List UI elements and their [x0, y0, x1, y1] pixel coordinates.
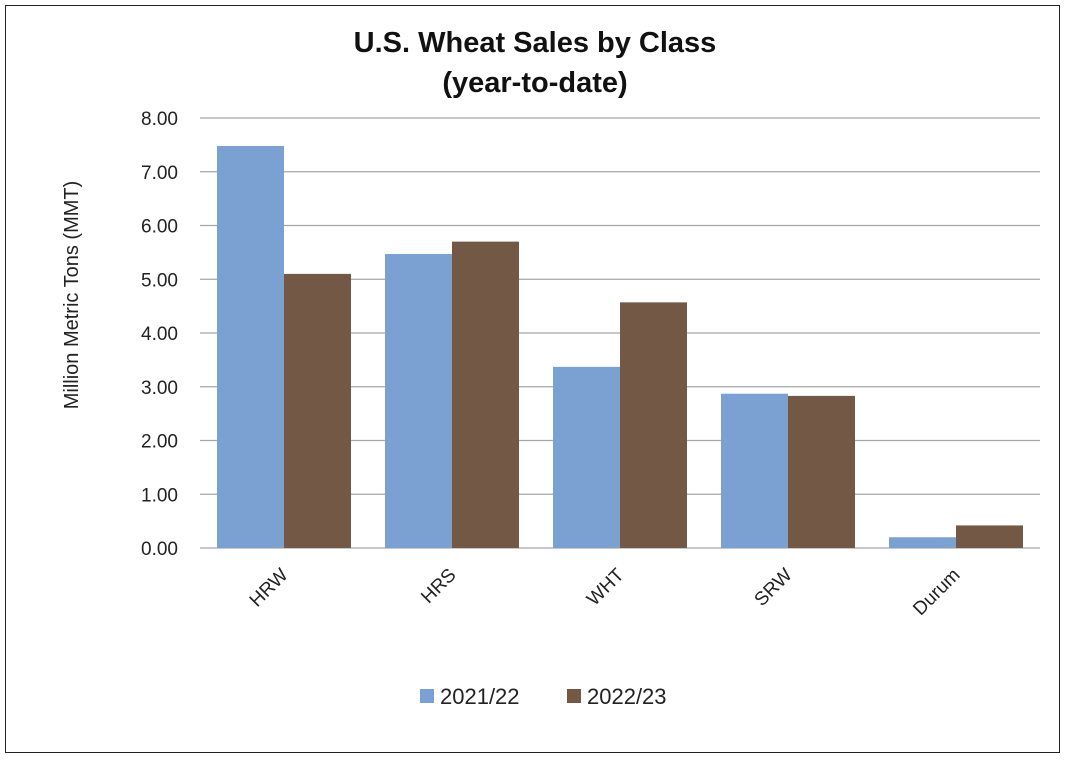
legend-label: 2021/22 — [440, 684, 520, 709]
bar-durum-2022-23 — [956, 525, 1023, 548]
bar-durum-2021-22 — [889, 537, 956, 548]
bar-hrw-2021-22 — [217, 145, 284, 548]
chart-title-line-2: (year-to-date) — [442, 67, 627, 99]
bar-wht-2021-22 — [553, 366, 620, 548]
legend-label: 2022/23 — [587, 684, 667, 709]
x-tick-label: HRW — [246, 565, 293, 612]
bar-srw-2022-23 — [788, 395, 855, 548]
y-tick-label: 4.00 — [141, 324, 178, 345]
bar-hrw-2022-23 — [284, 273, 351, 548]
x-tick-label: SRW — [751, 565, 797, 611]
bar-wht-2022-23 — [620, 302, 687, 548]
x-tick-label: Durum — [909, 565, 964, 620]
y-tick-label: 6.00 — [141, 217, 178, 238]
y-tick-label: 3.00 — [141, 378, 178, 399]
bars — [217, 145, 1023, 549]
chart-frame — [5, 5, 1060, 753]
legend-swatch — [420, 689, 434, 703]
y-tick-label: 5.00 — [141, 270, 178, 291]
y-tick-label: 8.00 — [141, 109, 178, 130]
y-tick-labels: 0.00 1.00 2.00 3.00 4.00 5.00 6.00 7.00 8.00 — [141, 109, 178, 560]
bar-hrs-2021-22 — [385, 253, 452, 549]
bar-srw-2021-22 — [721, 393, 788, 548]
legend: 2021/22 2022/23 — [420, 684, 667, 709]
y-tick-label: 7.00 — [141, 163, 178, 184]
y-tick-label: 0.00 — [141, 539, 178, 560]
y-tick-label: 1.00 — [141, 485, 178, 506]
chart-title-line-1: U.S. Wheat Sales by Class — [354, 27, 717, 59]
legend-swatch — [567, 689, 581, 703]
y-tick-label: 2.00 — [141, 432, 178, 453]
x-tick-label: HRS — [417, 565, 460, 608]
bar-hrs-2022-23 — [452, 241, 519, 548]
y-axis-label: Million Metric Tons (MMT) — [61, 181, 83, 410]
x-tick-label: WHT — [583, 564, 629, 610]
x-tick-labels: HRW HRS WHT SRW Durum — [246, 564, 965, 619]
